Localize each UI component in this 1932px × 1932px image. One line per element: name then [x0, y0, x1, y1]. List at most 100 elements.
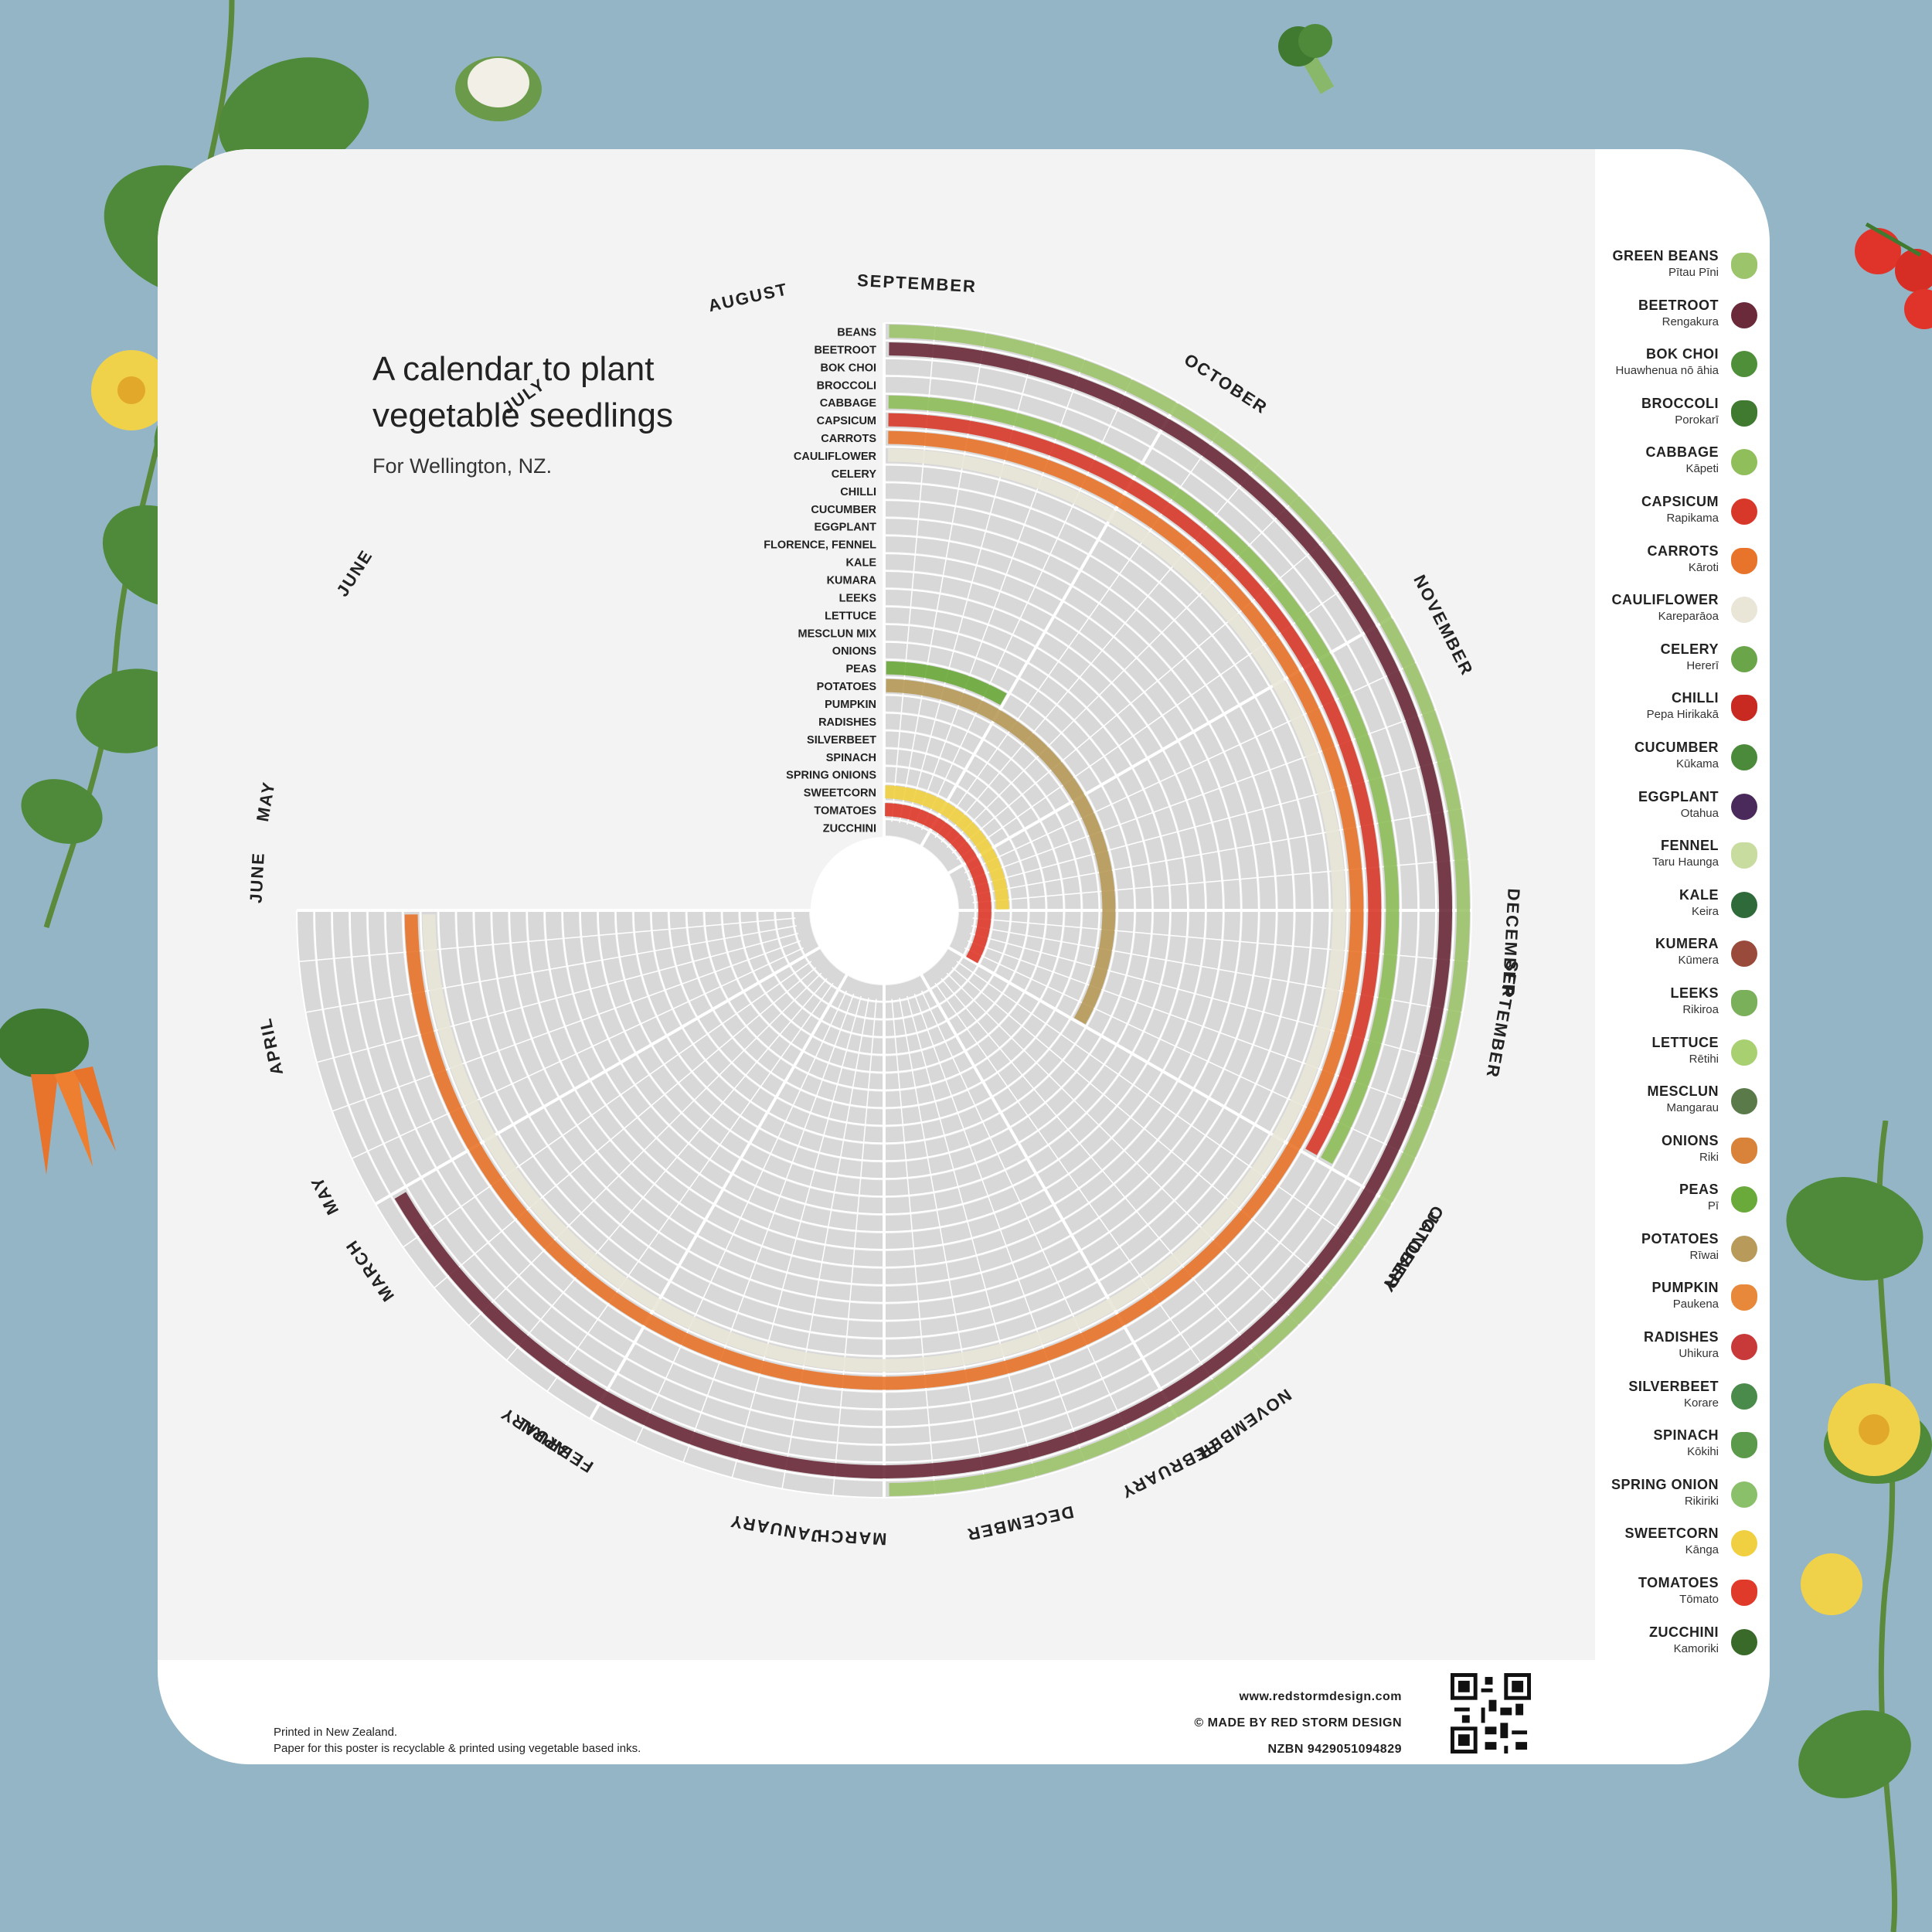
- week-divider: [505, 978, 828, 1361]
- legend-maori-name: Kāroti: [1688, 560, 1719, 574]
- legend-english-name: TOMATOES: [1638, 1575, 1719, 1591]
- legend-item: RADISHES Uhikura: [1597, 1329, 1767, 1379]
- legend-item: BEETROOT Rengakura: [1597, 298, 1767, 347]
- legend-english-name: LEEKS: [1670, 985, 1719, 1001]
- made-by-credit: © MADE BY RED STORM DESIGN: [1194, 1716, 1402, 1730]
- legend-item: MESCLUN Mangarau: [1597, 1083, 1767, 1133]
- legend-english-name: POTATOES: [1641, 1230, 1719, 1247]
- legend-maori-name: Rētihi: [1689, 1052, 1719, 1066]
- legend-english-name: CAPSICUM: [1641, 493, 1719, 509]
- ring-separator: [296, 322, 1472, 1498]
- month-label-outer: JUNE: [246, 852, 267, 904]
- legend-maori-name: Otahua: [1680, 806, 1719, 820]
- week-divider: [546, 982, 834, 1392]
- week-divider: [940, 978, 1263, 1361]
- legend-maori-name: Kūmera: [1678, 954, 1719, 968]
- ring-separator: [774, 801, 994, 1020]
- vegetable-icon: [1731, 743, 1757, 770]
- legend-item: CUCUMBER Kūkama: [1597, 740, 1767, 789]
- vegetable-icon: [1731, 1284, 1757, 1311]
- legend-maori-name: Rīwai: [1689, 1248, 1719, 1262]
- legend-maori-name: Pepa Hirikakā: [1646, 708, 1719, 722]
- legend-item: ZUCCHINI Kamoriki: [1597, 1624, 1767, 1674]
- vegetable-icon: [1731, 793, 1757, 820]
- ring-separator: [721, 747, 1047, 1073]
- crop-label: LEEKS: [839, 592, 877, 604]
- legend-english-name: EGGPLANT: [1638, 788, 1719, 804]
- legend-item: KUMERA Kūmera: [1597, 936, 1767, 985]
- planting-wheel: BEANS BEETROOT BOK CHOI BROCCOLI CABBAGE CAPS…: [246, 270, 1523, 1549]
- ring-separator: [703, 730, 1065, 1091]
- month-label-inner: APRIL: [255, 1015, 287, 1077]
- vegetable-icon: [1731, 940, 1757, 968]
- legend-item: LETTUCE Rētihi: [1597, 1035, 1767, 1084]
- crop-label: SPINACH: [826, 752, 876, 764]
- legend-english-name: SPINACH: [1653, 1427, 1719, 1444]
- ring-separator: [402, 428, 1366, 1393]
- week-divider: [920, 990, 1133, 1444]
- week-divider: [951, 967, 1335, 1289]
- week-divider: [375, 954, 808, 1205]
- month-label-inner: MAY: [253, 780, 279, 823]
- legend-english-name: CARROTS: [1647, 543, 1719, 559]
- legend-english-name: ZUCCHINI: [1649, 1624, 1719, 1640]
- qr-code-icon[interactable]: [1451, 1673, 1531, 1753]
- legend-item: EGGPLANT Otahua: [1597, 789, 1767, 838]
- vegetable-icon: [1731, 301, 1757, 328]
- month-label-outer: MAY: [307, 1173, 342, 1218]
- legend-english-name: BEETROOT: [1638, 297, 1719, 313]
- crop-label: ZUCCHINI: [823, 823, 876, 835]
- week-divider: [906, 995, 1037, 1478]
- vegetable-icon: [1731, 1628, 1757, 1655]
- month-label-inner: JANUARY: [728, 1511, 822, 1546]
- planting-band: [886, 679, 1116, 1025]
- legend-item: CAULIFLOWER Kareparāoa: [1597, 592, 1767, 641]
- ring-separator: [668, 694, 1100, 1127]
- legend-item: BROCCOLI Porokarī: [1597, 396, 1767, 445]
- legend-item: SILVERBEET Korare: [1597, 1379, 1767, 1428]
- legend-maori-name: Pītau Pīni: [1668, 266, 1719, 279]
- vegetable-icon: [1731, 695, 1757, 722]
- legend-maori-name: Rikiroa: [1682, 1002, 1719, 1016]
- vegetable-icon: [1731, 1432, 1757, 1459]
- crop-label: TOMATOES: [814, 805, 876, 818]
- chart-area: BEANS BEETROOT BOK CHOI BROCCOLI CABBAGE CAPS…: [158, 149, 1595, 1660]
- week-divider: [434, 967, 817, 1289]
- vegetable-icon: [1731, 351, 1757, 378]
- title-block: A calendar to plant vegetable seedlings …: [372, 346, 805, 478]
- tomatoes-decoration: [1855, 222, 1932, 329]
- legend-english-name: GREEN BEANS: [1612, 248, 1719, 264]
- crop-label: FLORENCE, FENNEL: [764, 539, 876, 552]
- month-label-inner: DECEMBER: [964, 1502, 1076, 1545]
- legend-english-name: CUCUMBER: [1634, 739, 1719, 755]
- legend-item: KALE Keira: [1597, 887, 1767, 937]
- ring-separator: [331, 357, 1437, 1464]
- website-link[interactable]: www.redstormdesign.com: [1239, 1690, 1402, 1703]
- week-divider: [403, 961, 812, 1248]
- crop-label: CAULIFLOWER: [794, 451, 877, 463]
- legend-item: LEEKS Rikiroa: [1597, 985, 1767, 1035]
- vegetable-icon: [1731, 597, 1757, 624]
- legend-item: POTATOES Rīwai: [1597, 1231, 1767, 1281]
- month-label-outer: OCTOBER: [1181, 349, 1271, 417]
- legend-maori-name: Kamoriki: [1673, 1641, 1719, 1655]
- legend-english-name: KUMERA: [1655, 936, 1719, 952]
- legend-english-name: PUMPKIN: [1651, 1280, 1719, 1296]
- cauliflower-decoration: [455, 56, 542, 121]
- week-divider: [956, 961, 1366, 1248]
- legend-item: PUMPKIN Paukena: [1597, 1280, 1767, 1329]
- crop-label: PEAS: [846, 663, 877, 675]
- month-label-inner: AUGUST: [706, 279, 790, 315]
- legend-item: SPINACH Kōkihi: [1597, 1427, 1767, 1477]
- legend-item: BOK CHOI Huawhenua nō āhia: [1597, 346, 1767, 396]
- week-divider: [298, 917, 796, 962]
- week-divider: [731, 995, 862, 1478]
- wheel-center: [811, 837, 957, 984]
- legend-english-name: KALE: [1679, 886, 1719, 903]
- legend-english-name: BOK CHOI: [1646, 346, 1719, 362]
- legend-maori-name: Hererī: [1686, 658, 1719, 672]
- legend-maori-name: Kānga: [1685, 1543, 1719, 1557]
- week-divider: [590, 987, 841, 1420]
- legend-maori-name: Rengakura: [1662, 315, 1719, 328]
- ring-separator: [366, 393, 1402, 1428]
